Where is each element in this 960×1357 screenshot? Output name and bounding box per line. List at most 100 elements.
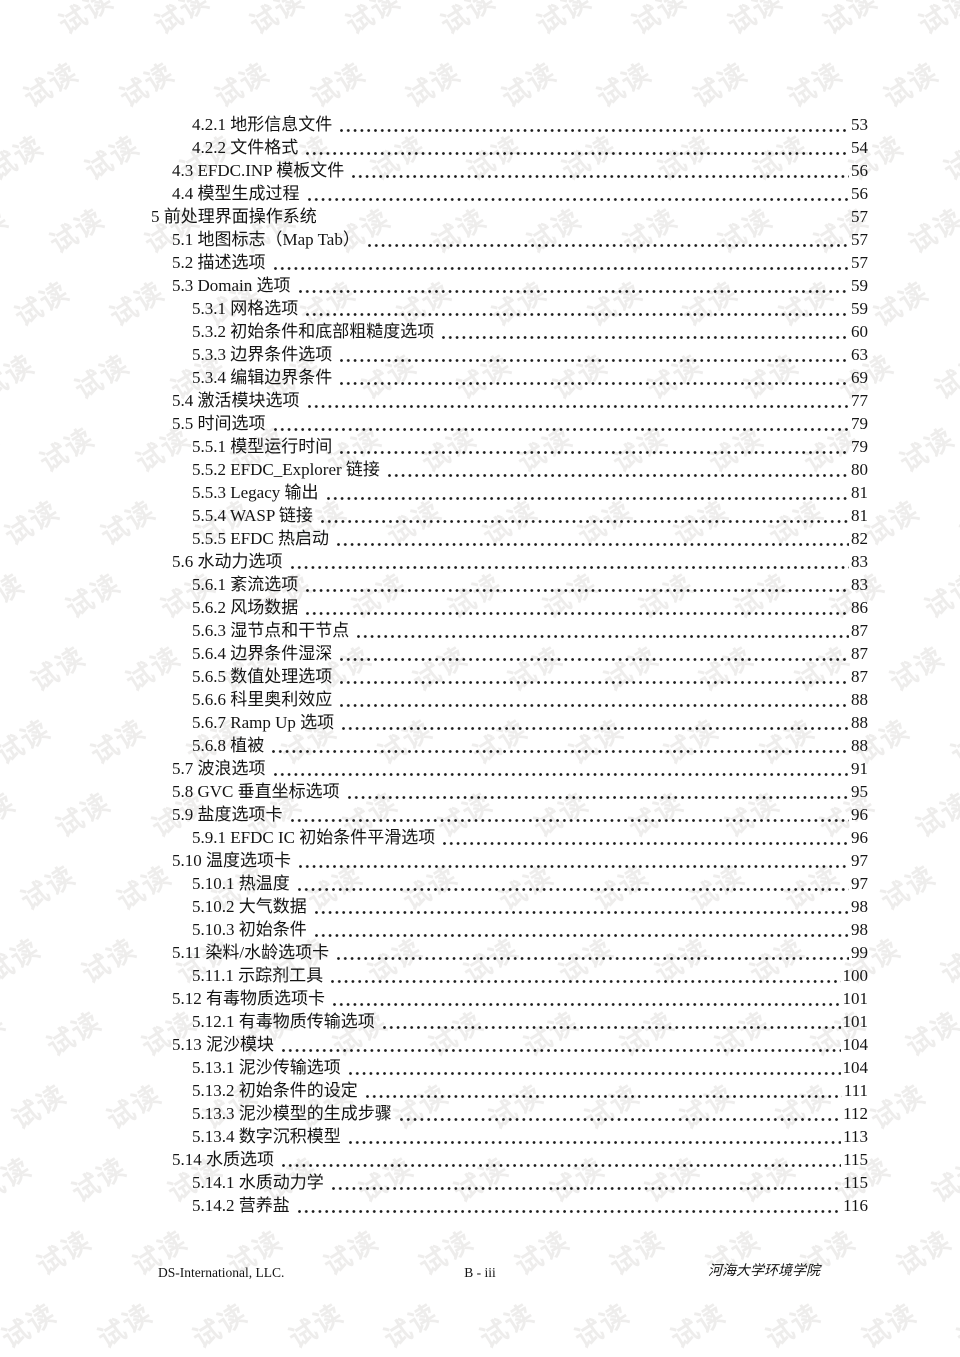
toc-entry-label: 5.5 时间选项 [172,414,266,433]
toc-leader-dots [304,596,849,619]
toc-entry-label: 5.3.3 边界条件选项 [192,345,333,364]
toc-entry-label: 5.6.3 湿节点和干节点 [192,621,350,640]
watermark-text: 试读 [340,0,406,42]
watermark-text: 试读 [875,860,941,918]
toc-page-number: 63 [851,345,868,364]
toc-page-number: 87 [851,644,868,663]
toc-entry: 5.5.1 模型运行时间 79 [151,435,868,458]
watermark-text: 试读 [878,57,944,115]
watermark-text: 试读 [76,933,142,991]
watermark-text: 试读 [378,1298,445,1356]
toc-entry: 5.13.1 泥沙传输选项 104 [151,1056,868,1079]
toc-entry: 4.2.2 文件格式 54 [151,136,868,159]
toc-entry: 5.5.5 EFDC 热启动 82 [151,527,868,550]
toc-page-number: 57 [851,230,868,249]
toc-leader-dots [280,1148,842,1171]
toc-entry: 5.7 波浪选项 91 [151,757,868,780]
toc-leader-dots [398,1102,842,1125]
toc-entry: 5.6.2 风场数据 86 [151,596,868,619]
toc-entry-label: 5.11.1 示踪剂工具 [192,966,324,985]
toc-entry: 4.4 模型生成过程 56 [151,182,868,205]
toc-entry: 5.4 激活模块选项 77 [151,389,868,412]
toc-entry-label: 5.6.7 Ramp Up 选项 [192,713,335,732]
footer-company: DS-International, LLC. [158,1265,285,1280]
toc-leader-dots [338,665,849,688]
toc-entry-label: 4.3 EFDC.INP 模板文件 [172,161,345,180]
toc-entry-label: 5.10.2 大气数据 [192,897,307,916]
watermark-text: 试读 [283,1298,349,1356]
toc-leader-dots [323,205,849,228]
toc-entry-label: 5.14.2 营养盐 [192,1196,290,1215]
toc-entry-label: 5.9.1 EFDC IC 初始条件平滑选项 [192,828,436,847]
toc-entry: 5.13.4 数字沉积模型 113 [151,1125,868,1148]
toc-entry: 5.3 Domain 选项 59 [151,274,868,297]
toc-entry-label: 5.8 GVC 垂直坐标选项 [172,782,340,801]
toc-page-number: 77 [851,391,868,410]
toc-page-number: 82 [851,529,868,548]
toc-leader-dots [306,389,850,412]
toc-entry: 5.13 泥沙模块 104 [151,1033,868,1056]
toc-entry: 5.6.8 植被 88 [151,734,868,757]
toc-page-number: 69 [851,368,868,387]
watermark-text: 试读 [15,860,82,918]
watermark-text: 试读 [591,57,658,115]
toc-entry: 5.3.3 边界条件选项 63 [151,343,868,366]
toc-leader-dots [338,366,849,389]
toc-leader-dots [304,573,849,596]
toc-entry: 5.6.7 Ramp Up 选项 88 [151,711,868,734]
toc-entry-label: 5.6.4 边界条件湿深 [192,644,333,663]
watermark-text: 试读 [926,1152,960,1210]
toc-entry-label: 5.13 泥沙模块 [172,1035,274,1054]
watermark-text: 试读 [187,1298,254,1356]
toc-leader-dots [329,964,841,987]
toc-leader-dots [346,780,850,803]
table-of-contents: 4.2.1 地形信息文件 53 4.2.2 文件格式 54 4.3 EFDC.INP 模… [151,113,868,1217]
watermark-text: 试读 [92,1298,158,1356]
toc-page-number: 113 [843,1127,868,1146]
toc-page-number: 60 [851,322,868,341]
toc-leader-dots [338,113,849,136]
toc-page-number: 104 [842,1035,869,1054]
toc-leader-dots [296,872,850,895]
watermark-text: 试读 [85,714,152,772]
toc-leader-dots [330,1171,842,1194]
watermark-text: 试读 [722,0,788,42]
toc-entry: 5.10 温度选项卡 97 [151,849,868,872]
toc-page-number: 88 [851,736,868,755]
toc-leader-dots [441,826,849,849]
toc-entry-label: 5.3.4 编辑边界条件 [192,368,333,387]
watermark-text: 试读 [665,1298,731,1356]
toc-leader-dots [289,550,850,573]
watermark-text: 试读 [865,1079,932,1137]
watermark-text: 试读 [79,130,145,188]
watermark-text: 试读 [0,1152,37,1210]
watermark-text: 试读 [884,641,951,699]
watermark-text: 试读 [474,1298,540,1356]
watermark-text: 试读 [305,57,371,115]
toc-entry: 5.6.1 紊流选项 83 [151,573,868,596]
toc-entry-label: 5.10.1 热温度 [192,874,290,893]
toc-entry-label: 5.6.8 植被 [192,736,265,755]
toc-leader-dots [272,757,850,780]
watermark-text: 试读 [531,0,597,42]
toc-entry-label: 5.6.5 数值处理选项 [192,667,333,686]
watermark-text: 试读 [569,1298,636,1356]
watermark-text: 试读 [945,714,960,772]
toc-page-number: 83 [851,575,868,594]
toc-entry: 5.10.3 初始条件 98 [151,918,868,941]
toc-leader-dots [270,734,849,757]
toc-page-number: 100 [842,966,869,985]
toc-page-number: 54 [851,138,868,157]
toc-page-number: 116 [843,1196,868,1215]
toc-page-number: 80 [851,460,868,479]
watermark-text: 试读 [0,714,56,772]
toc-page-number: 96 [851,805,868,824]
toc-entry: 5.10.1 热温度 97 [151,872,868,895]
toc-entry-label: 5.13.1 泥沙传输选项 [192,1058,341,1077]
watermark-text: 试读 [687,57,753,115]
toc-leader-dots [313,895,850,918]
toc-page-number: 115 [843,1150,868,1169]
toc-entry: 5.13.2 初始条件的设定 111 [151,1079,868,1102]
watermark-text: 试读 [69,349,136,407]
watermark-text: 试读 [44,203,110,261]
